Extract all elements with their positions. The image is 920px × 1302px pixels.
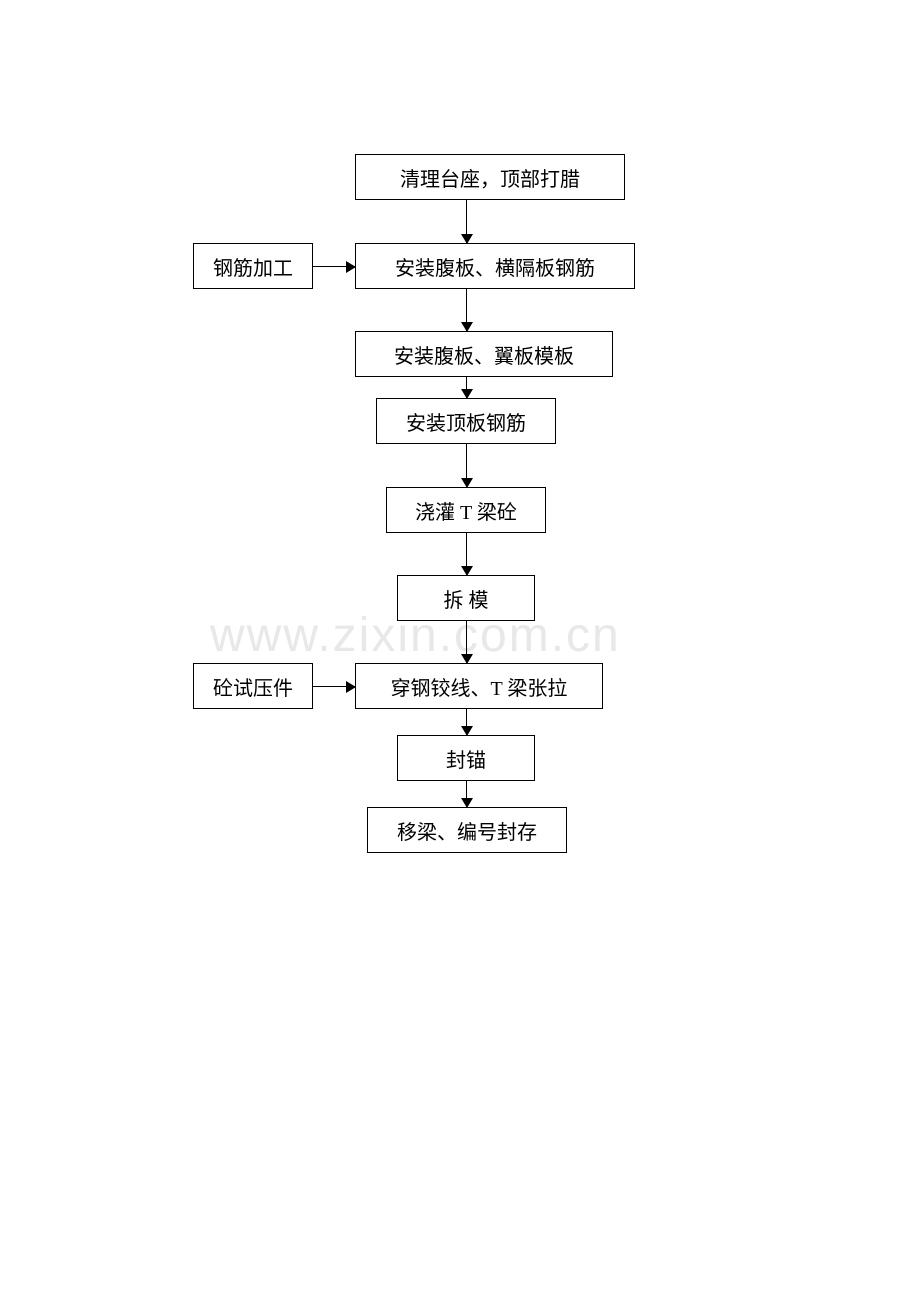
- arrow-6-7: [466, 621, 467, 663]
- node-rebar-processing: 钢筋加工: [193, 243, 313, 289]
- arrow-7-8: [466, 709, 467, 735]
- node-pour-concrete: 浇灌 T 梁砼: [386, 487, 546, 533]
- arrow-4-5: [466, 444, 467, 487]
- arrow-3-4: [466, 377, 467, 398]
- node-move-beam: 移梁、编号封存: [367, 807, 567, 853]
- node-clean-base: 清理台座，顶部打腊: [355, 154, 625, 200]
- node-tension: 穿钢铰线、T 梁张拉: [355, 663, 603, 709]
- node-concrete-test: 砼试压件: [193, 663, 313, 709]
- node-install-formwork: 安装腹板、翼板模板: [355, 331, 613, 377]
- node-install-top-rebar: 安装顶板钢筋: [376, 398, 556, 444]
- arrow-side1-2: [313, 266, 355, 267]
- arrow-side2-7: [313, 686, 355, 687]
- node-install-web-rebar: 安装腹板、横隔板钢筋: [355, 243, 635, 289]
- arrow-5-6: [466, 533, 467, 575]
- arrow-2-3: [466, 289, 467, 331]
- arrow-1-2: [466, 200, 467, 243]
- arrow-8-9: [466, 781, 467, 807]
- node-remove-form: 拆 模: [397, 575, 535, 621]
- node-seal-anchor: 封锚: [397, 735, 535, 781]
